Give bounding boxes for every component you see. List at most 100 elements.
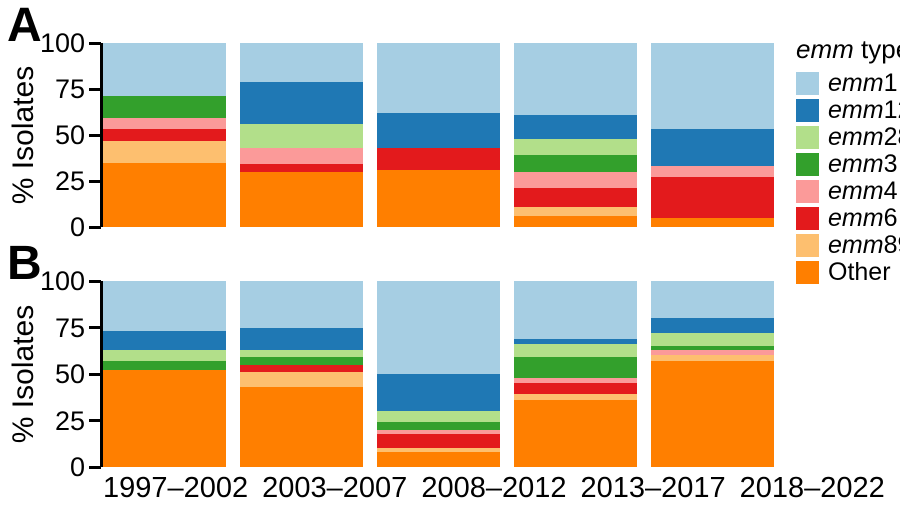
segment-emm3 — [377, 422, 500, 430]
legend-label-emm12: emm12 — [828, 96, 900, 124]
bar-2008–2012 — [377, 43, 500, 227]
legend-swatch-emm12 — [796, 99, 819, 122]
legend-item-emm89: emm89 — [796, 231, 900, 259]
legend-label-emm89: emm89 — [828, 231, 900, 259]
segment-emm12 — [514, 114, 637, 139]
legend-label-emm4: emm4 — [828, 177, 898, 205]
tick-label-75: 75 — [54, 74, 85, 104]
legend-title-emm: emm — [796, 34, 854, 64]
segment-emm28 — [514, 344, 637, 358]
segment-emm28 — [377, 411, 500, 423]
segment-Other — [377, 169, 500, 227]
panel-a-chart — [103, 43, 774, 227]
x-label-1997–2002: 1997–2002 — [103, 472, 249, 504]
segment-emm1 — [377, 43, 500, 113]
tick-mark-50 — [89, 133, 101, 137]
segment-Other — [103, 370, 226, 467]
segment-emm4 — [514, 377, 637, 384]
tick-mark-75 — [89, 87, 101, 91]
segment-emm89 — [240, 372, 363, 387]
segment-emm89 — [377, 448, 500, 453]
segment-emm12 — [651, 318, 774, 334]
segment-Other — [514, 400, 637, 467]
segment-emm89 — [514, 394, 637, 401]
segment-Other — [377, 452, 500, 467]
tick-label-0: 0 — [69, 452, 85, 482]
segment-emm6 — [651, 177, 774, 218]
bar-2003–2007 — [240, 281, 363, 467]
panel-b-chart — [103, 281, 774, 467]
tick-mark-100 — [89, 41, 101, 45]
segment-emm1 — [103, 43, 226, 97]
segment-emm6 — [240, 364, 363, 373]
segment-emm3 — [514, 155, 637, 172]
segment-Other — [103, 162, 226, 227]
legend-item-emm6: emm6 — [796, 204, 900, 232]
segment-emm89 — [103, 140, 226, 163]
segment-Other — [514, 215, 637, 227]
segment-emm12 — [377, 374, 500, 412]
segment-emm6 — [103, 129, 226, 141]
segment-emm1 — [240, 43, 363, 82]
legend-label-emm1: emm1 — [828, 69, 898, 97]
panel-a-y-axis — [100, 43, 103, 227]
segment-emm28 — [514, 138, 637, 156]
tick-label-75: 75 — [54, 312, 85, 343]
legend-swatch-emm4 — [796, 180, 819, 203]
tick-mark-100 — [89, 279, 101, 283]
segment-emm12 — [651, 129, 774, 167]
x-label-2003–2007: 2003–2007 — [262, 472, 408, 504]
segment-emm3 — [103, 360, 226, 371]
legend-item-emm4: emm4 — [796, 177, 900, 205]
segment-emm1 — [651, 281, 774, 319]
segment-emm4 — [103, 118, 226, 130]
legend-item-emm28: emm28 — [796, 123, 900, 151]
tick-mark-0 — [89, 225, 101, 229]
tick-mark-75 — [89, 326, 101, 329]
panel-b-y-ticks: 100 75 50 25 0 — [30, 266, 101, 482]
tick-mark-25 — [89, 179, 101, 183]
segment-Other — [651, 217, 774, 227]
bar-2013–2017 — [514, 43, 637, 227]
segment-emm28 — [240, 349, 363, 358]
tick-label-25: 25 — [54, 405, 85, 436]
segment-Other — [651, 360, 774, 467]
segment-emm1 — [651, 43, 774, 130]
legend-items: emm1emm12emm28emm3emm4emm6emm89Other — [796, 69, 900, 286]
legend-label-emm28: emm28 — [828, 123, 900, 151]
tick-label-0: 0 — [69, 212, 85, 242]
panel-a-y-ticks: 100 75 50 25 0 — [30, 28, 101, 242]
legend-item-emm12: emm12 — [796, 96, 900, 124]
segment-emm28 — [240, 123, 363, 148]
legend-label-Other: Other — [828, 258, 891, 286]
segment-emm6 — [240, 164, 363, 172]
tick-mark-25 — [89, 419, 101, 422]
legend-label-emm6: emm6 — [828, 204, 898, 232]
legend-item-emm3: emm3 — [796, 150, 900, 178]
legend-swatch-emm89 — [796, 234, 819, 257]
segment-emm3 — [240, 357, 363, 365]
segment-emm12 — [103, 331, 226, 350]
tick-mark-0 — [89, 465, 101, 469]
segment-emm6 — [514, 188, 637, 207]
segment-emm12 — [240, 81, 363, 124]
bar-1997–2002 — [103, 281, 226, 467]
segment-emm89 — [651, 355, 774, 361]
x-axis-labels: 1997–2002 2003–2007 2008–2012 2013–2017 2018… — [103, 472, 885, 505]
segment-Other — [240, 171, 363, 227]
bar-2013–2017 — [514, 281, 637, 467]
segment-emm3 — [514, 357, 637, 378]
legend-swatch-emm1 — [796, 72, 819, 95]
segment-Other — [240, 387, 363, 467]
tick-label-25: 25 — [54, 166, 85, 196]
segment-emm12 — [514, 338, 637, 345]
legend-swatch-emm3 — [796, 153, 819, 176]
segment-emm1 — [103, 281, 226, 332]
panel-b-label: B — [7, 237, 42, 290]
legend-label-emm3: emm3 — [828, 150, 898, 178]
panel-a-label: A — [7, 0, 42, 52]
x-label-2008–2012: 2008–2012 — [421, 472, 567, 504]
